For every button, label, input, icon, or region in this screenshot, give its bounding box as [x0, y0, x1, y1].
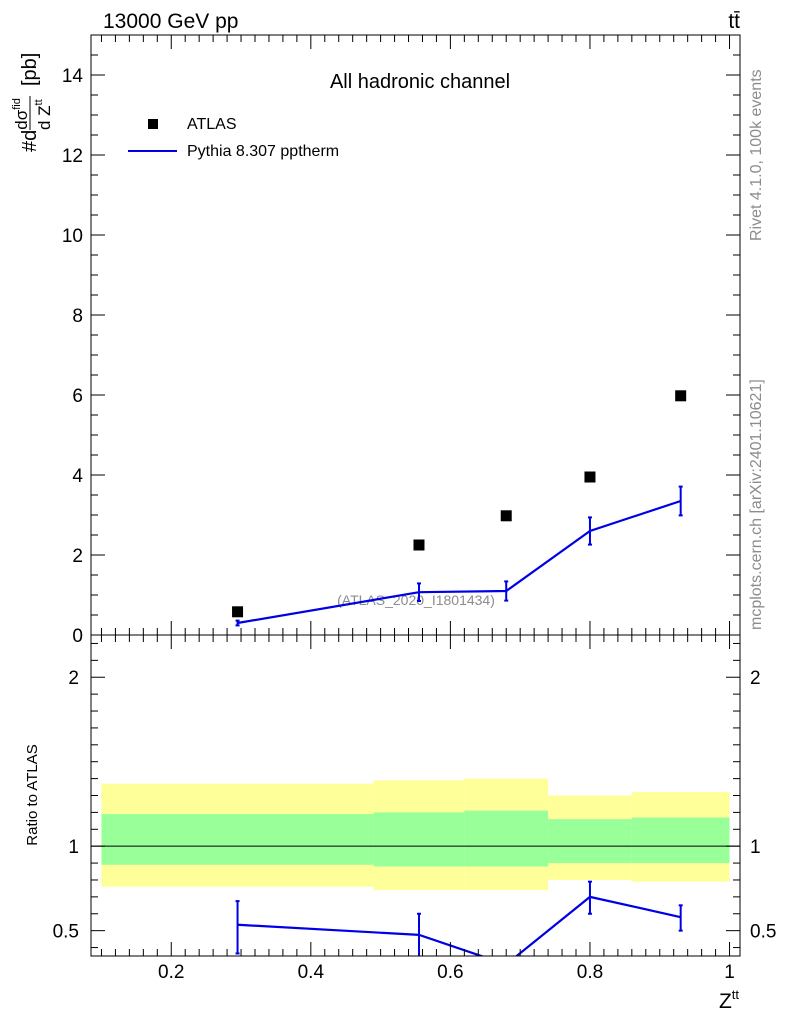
legend-atlas-marker [148, 119, 158, 129]
x-tick-label: 0.2 [158, 962, 184, 983]
ylabel-fid: fid [11, 98, 23, 110]
ratio-data-series [235, 880, 683, 956]
x-axis-label: Ztt [719, 987, 739, 1013]
main-y-tick-label: 12 [62, 146, 83, 167]
ratio-plot-panel: 0.5 0.5 1 1 2 2 0.2 0.4 0.6 0.8 1 Ratio to ATLAS [24, 634, 776, 983]
main-y-tick-label: 8 [72, 306, 83, 327]
main-y-tick-label: 6 [72, 386, 83, 407]
ratio-y-tick-label-right: 0.5 [750, 922, 776, 943]
ratio-y-tick-label-left: 1 [68, 837, 79, 858]
main-data-series [232, 390, 687, 627]
ratio-green-band [548, 819, 632, 864]
ylabel-tt: tt [33, 99, 45, 105]
main-y-tick-label: 0 [72, 626, 83, 647]
main-y-tick-label: 4 [72, 466, 83, 487]
chart-title: All hadronic channel [330, 71, 510, 93]
ratio-green-band [373, 812, 465, 867]
main-y-tick-label: 2 [72, 546, 83, 567]
rivet-version-label: Rivet 4.1.0, 100k events [748, 69, 765, 241]
ylabel-sigma: dσ [12, 109, 31, 129]
header-process-label: tt̄ [728, 10, 740, 33]
ylabel-hash-d: #d [19, 130, 41, 152]
ratio-green-band [631, 817, 730, 864]
ratio-y-tick-label-left: 0.5 [53, 922, 79, 943]
ratio-y-axis: 0.5 0.5 1 1 2 2 [53, 642, 776, 949]
header-energy-label: 13000 GeV pp [103, 10, 238, 33]
svg-text:#ddσfid: #ddσfid [11, 98, 41, 152]
legend: ATLAS Pythia 8.307 pptherm [128, 116, 339, 160]
main-x-axis-ticks [100, 35, 731, 635]
svg-text:d Ztt: d Ztt [33, 99, 54, 130]
x-tick-label: 0.4 [298, 962, 325, 983]
mcplots-source-label: mcplots.cern.ch [arXiv:2401.10621] [748, 379, 765, 630]
atlas-data-point [584, 471, 596, 483]
main-plot-panel: 0 2 4 6 8 10 12 14 All hadronic channel (ATLAS_… [11, 34, 741, 647]
x-tick-label: 1 [724, 962, 735, 983]
ratio-y-tick-label-left: 2 [68, 668, 79, 689]
main-y-axis-label: #ddσfid d Ztt [pb] [11, 53, 54, 152]
pythia-ratio-line [237, 895, 681, 956]
atlas-data-point [675, 390, 687, 402]
ratio-x-axis: 0.2 0.4 0.6 0.8 1 [100, 635, 735, 983]
ratio-green-band [101, 814, 374, 865]
legend-atlas-label: ATLAS [187, 116, 237, 133]
x-tick-label: 0.6 [437, 962, 463, 983]
ratio-uncertainty-bands [91, 778, 740, 891]
ratio-green-band [464, 810, 549, 867]
main-y-tick-label: 14 [62, 66, 84, 87]
analysis-watermark: (ATLAS_2020_I1801434) [337, 592, 495, 608]
atlas-data-point [500, 510, 512, 522]
x-tick-label: 0.8 [577, 962, 603, 983]
ratio-y-axis-label: Ratio to ATLAS [24, 744, 41, 845]
ratio-y-tick-label-right: 2 [750, 668, 761, 689]
ratio-y-tick-label-right: 1 [750, 837, 761, 858]
ylabel-d-z: d Z [35, 105, 54, 130]
legend-pythia-label: Pythia 8.307 pptherm [187, 143, 339, 160]
ylabel-unit: [pb] [19, 53, 41, 86]
atlas-data-point [413, 539, 425, 551]
main-y-tick-label: 10 [62, 226, 83, 247]
atlas-data-point [232, 606, 244, 618]
main-y-axis: 0 2 4 6 8 10 12 14 [62, 54, 740, 647]
